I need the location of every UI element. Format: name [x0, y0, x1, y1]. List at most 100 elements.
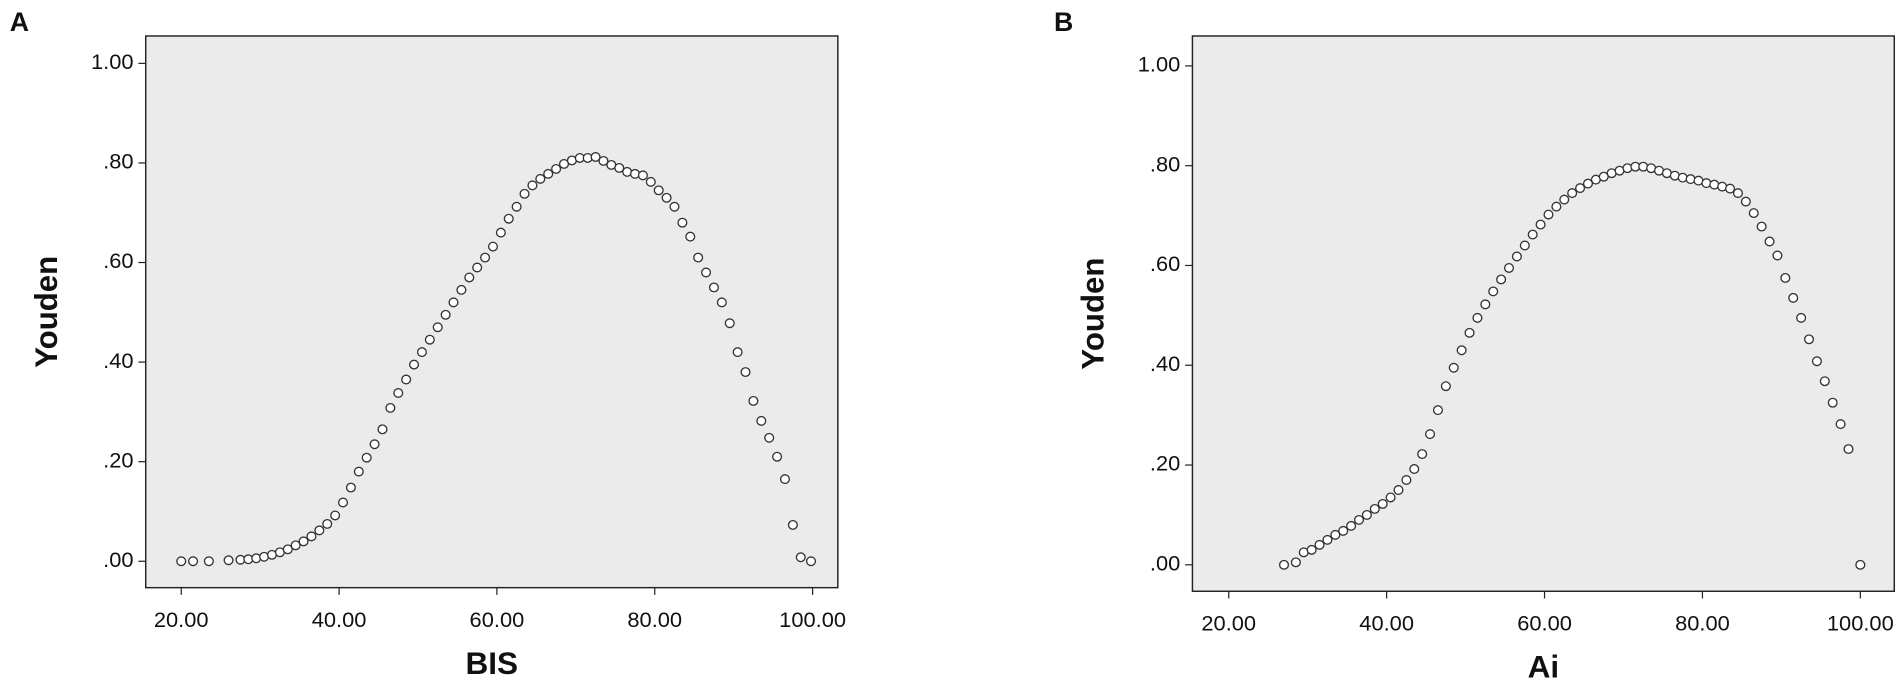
point [1425, 429, 1436, 440]
x-tick-label: 40.00 [312, 607, 367, 632]
point [527, 180, 538, 191]
point [1322, 534, 1333, 545]
point [188, 556, 199, 567]
point [732, 347, 743, 358]
point [756, 415, 767, 426]
x-tick-label: 60.00 [1517, 611, 1572, 636]
point [1519, 240, 1530, 251]
y-axis-title: Youden [29, 256, 64, 368]
point [322, 518, 333, 529]
point [787, 519, 798, 530]
point [1314, 539, 1325, 550]
point [1432, 405, 1443, 416]
y-tick-label: 1.00 [91, 49, 134, 74]
point [543, 168, 554, 179]
y-tick-label: .40 [103, 348, 133, 373]
x-tick-label: 80.00 [627, 607, 682, 632]
point [1440, 381, 1451, 392]
point [223, 555, 234, 566]
point [409, 359, 420, 370]
y-tick-label: .80 [1150, 152, 1180, 177]
point [1819, 376, 1830, 387]
point [330, 510, 341, 521]
point [779, 474, 791, 485]
point [487, 241, 499, 252]
point [1377, 498, 1388, 509]
point [1417, 449, 1428, 460]
point [377, 424, 388, 435]
point [645, 176, 656, 187]
point [772, 451, 783, 462]
point [1346, 520, 1357, 531]
point [393, 388, 404, 398]
x-axis-title: Ai [1528, 650, 1560, 685]
point [401, 374, 412, 385]
point [1401, 475, 1412, 485]
point [1811, 356, 1822, 367]
point [385, 402, 396, 413]
point [1535, 219, 1546, 230]
point [472, 262, 483, 273]
plot-area [1191, 35, 1896, 592]
point [456, 284, 467, 295]
point [464, 272, 475, 283]
point [369, 439, 380, 450]
point [598, 155, 609, 166]
point [701, 267, 712, 278]
point [176, 556, 187, 567]
point [1855, 559, 1866, 570]
point [511, 201, 522, 212]
point [1748, 208, 1759, 219]
point [1551, 201, 1562, 212]
point [314, 525, 325, 536]
point [1464, 327, 1475, 338]
point [1701, 178, 1712, 189]
point [361, 452, 372, 463]
y-axis-title: Youden [1075, 258, 1110, 370]
point [551, 163, 562, 174]
point [495, 227, 506, 238]
point [1361, 509, 1372, 520]
point [1740, 196, 1751, 207]
point [1511, 251, 1522, 262]
panel-label: B [1054, 7, 1073, 37]
point [1353, 514, 1365, 525]
point [669, 201, 680, 212]
point [337, 497, 349, 508]
point [1306, 544, 1317, 555]
point [748, 395, 759, 406]
point [1827, 397, 1838, 408]
point [1496, 274, 1507, 285]
point [805, 556, 817, 567]
point [590, 151, 601, 162]
point [1788, 292, 1799, 303]
point [708, 282, 719, 293]
point [1330, 529, 1341, 540]
point [480, 252, 491, 263]
point [1796, 312, 1807, 323]
y-tick-label: 1.00 [1138, 52, 1181, 77]
point [1843, 444, 1854, 455]
point [1278, 559, 1290, 570]
point [1543, 209, 1554, 220]
y-tick-label: .00 [103, 547, 133, 572]
point [653, 185, 664, 196]
point [424, 334, 435, 345]
point [661, 192, 672, 203]
point [1835, 419, 1846, 430]
point [448, 297, 459, 308]
x-tick-label: 100.00 [1827, 611, 1894, 636]
point [503, 213, 514, 224]
point [614, 162, 625, 173]
point [724, 318, 735, 329]
point [1764, 236, 1775, 247]
point [1582, 178, 1594, 189]
plot-area [144, 35, 839, 589]
point [1480, 299, 1491, 310]
x-tick-label: 60.00 [470, 607, 525, 632]
point [440, 309, 451, 320]
point [1567, 188, 1578, 199]
point [251, 553, 262, 564]
